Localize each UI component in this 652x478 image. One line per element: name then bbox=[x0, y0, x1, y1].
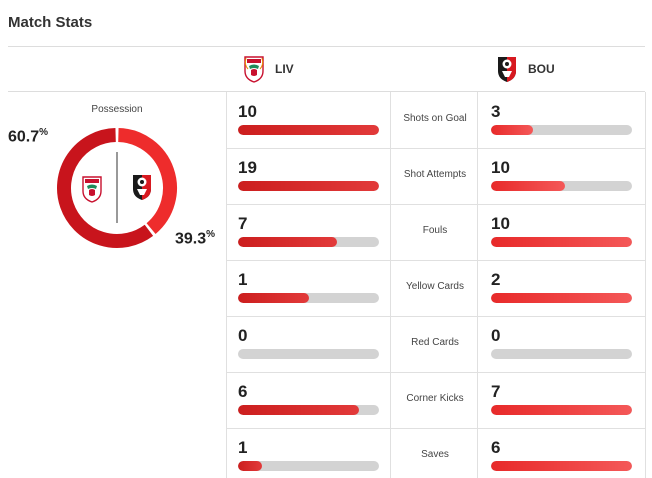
stat-away-value: 3 bbox=[491, 102, 501, 121]
column-divider bbox=[477, 92, 478, 478]
column-divider bbox=[645, 92, 646, 478]
stat-away-bar-track bbox=[491, 349, 632, 359]
title-divider bbox=[8, 46, 645, 47]
stat-home-value: 7 bbox=[238, 214, 248, 233]
stat-away-value: 7 bbox=[491, 382, 501, 401]
stat-home-bar-track bbox=[238, 405, 379, 415]
stat-home-bar-fill bbox=[238, 181, 379, 191]
stat-label: Red Cards bbox=[411, 337, 459, 348]
row-divider bbox=[226, 372, 645, 373]
row-divider bbox=[226, 428, 645, 429]
stat-away-bar-fill bbox=[491, 125, 534, 135]
stat-home-bar-fill bbox=[238, 461, 262, 471]
stat-away-bar-track bbox=[491, 293, 632, 303]
stat-away-bar-fill bbox=[491, 405, 632, 415]
stat-label: Corner Kicks bbox=[406, 393, 464, 404]
stat-away-bar-track bbox=[491, 237, 632, 247]
header-divider bbox=[8, 91, 645, 92]
possession-donut-chart bbox=[57, 128, 177, 248]
liverpool-crest-icon bbox=[82, 176, 102, 203]
stat-home-bar-track bbox=[238, 181, 379, 191]
liverpool-crest-icon bbox=[244, 56, 264, 83]
stat-home-bar-track bbox=[238, 461, 379, 471]
home-team-header: LIV bbox=[243, 55, 294, 83]
stat-label: Shots on Goal bbox=[403, 113, 467, 124]
stat-away-value: 6 bbox=[491, 438, 501, 457]
stat-home-bar-track bbox=[238, 237, 379, 247]
stat-home-value: 1 bbox=[238, 270, 248, 289]
stat-home-value: 10 bbox=[238, 102, 257, 121]
bournemouth-crest-icon bbox=[133, 175, 151, 200]
stat-home-bar-track bbox=[238, 349, 379, 359]
stat-away-bar-fill bbox=[491, 237, 632, 247]
possession-home-arc bbox=[57, 128, 154, 248]
possession-panel: Possession 60.7% 39.3% bbox=[8, 92, 226, 478]
stat-home-value: 6 bbox=[238, 382, 248, 401]
stat-away-bar-track bbox=[491, 405, 632, 415]
column-divider bbox=[226, 92, 227, 478]
stat-home-bar-fill bbox=[238, 293, 309, 303]
match-stats-title: Match Stats bbox=[8, 14, 93, 31]
stat-home-bar-track bbox=[238, 293, 379, 303]
possession-away-value: 39.3% bbox=[175, 229, 216, 248]
possession-away-arc bbox=[117, 128, 177, 234]
possession-label: Possession bbox=[91, 104, 143, 115]
stat-away-value: 10 bbox=[491, 214, 510, 233]
column-divider bbox=[390, 92, 391, 478]
stat-home-value: 0 bbox=[238, 326, 248, 345]
stat-label: Yellow Cards bbox=[406, 281, 464, 292]
stat-home-value: 19 bbox=[238, 158, 257, 177]
stat-home-bar-track bbox=[238, 125, 379, 135]
row-divider bbox=[226, 204, 645, 205]
bournemouth-crest-icon bbox=[498, 57, 516, 82]
possession-home-value: 60.7% bbox=[8, 127, 49, 146]
stat-home-bar-fill bbox=[238, 405, 359, 415]
stat-away-value: 10 bbox=[491, 158, 510, 177]
stat-away-bar-fill bbox=[491, 293, 632, 303]
stat-away-bar-track bbox=[491, 125, 632, 135]
stat-label: Fouls bbox=[422, 225, 448, 236]
stat-away-value: 2 bbox=[491, 270, 501, 289]
stat-home-bar-fill bbox=[238, 237, 337, 247]
stat-away-bar-fill bbox=[491, 461, 632, 471]
stat-away-bar-track bbox=[491, 181, 632, 191]
row-divider bbox=[226, 316, 645, 317]
stat-home-value: 1 bbox=[238, 438, 248, 457]
row-divider bbox=[226, 148, 645, 149]
stat-label: Shot Attempts bbox=[403, 169, 467, 180]
stat-label: Saves bbox=[421, 449, 449, 460]
stat-home-bar-fill bbox=[238, 125, 379, 135]
stat-away-bar-track bbox=[491, 461, 632, 471]
row-divider bbox=[226, 260, 645, 261]
away-team-header: BOU bbox=[496, 55, 555, 83]
stat-away-value: 0 bbox=[491, 326, 501, 345]
home-team-abbr: LIV bbox=[275, 62, 294, 76]
stat-away-bar-fill bbox=[491, 181, 566, 191]
away-team-abbr: BOU bbox=[528, 62, 555, 76]
